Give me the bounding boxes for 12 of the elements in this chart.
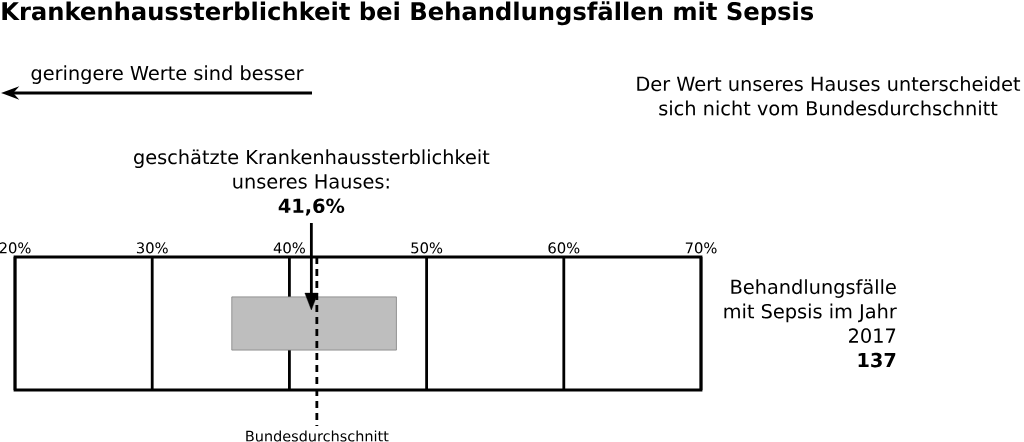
text: Behandlungsfälle mit Sepsis im Jahr 2017 137 (724, 279, 897, 368)
x-tick-label: 40% (273, 242, 305, 254)
annotation: geschätzte Krankenhaussterblichkeit unseres Hauses: 41,6% (134, 149, 490, 216)
x-tick-label: 70% (685, 242, 717, 254)
x-tick-label: 60% (548, 242, 580, 254)
x-tick-label: 50% (411, 242, 443, 254)
text: geringere Werte sind besser (31, 65, 304, 84)
text: Der Wert unseres Hauses unterscheidet sich nicht vom Bundesdurchschnitt (637, 76, 1021, 116)
ref-line-label: Bundesdurchschnitt (246, 430, 389, 442)
chart-title: Krankenhaussterblichkeit bei Behandlungsfällen mit Sepsis (2, 1, 814, 26)
x-tick-label: 20% (0, 242, 31, 254)
x-tick-label: 30% (136, 242, 168, 254)
